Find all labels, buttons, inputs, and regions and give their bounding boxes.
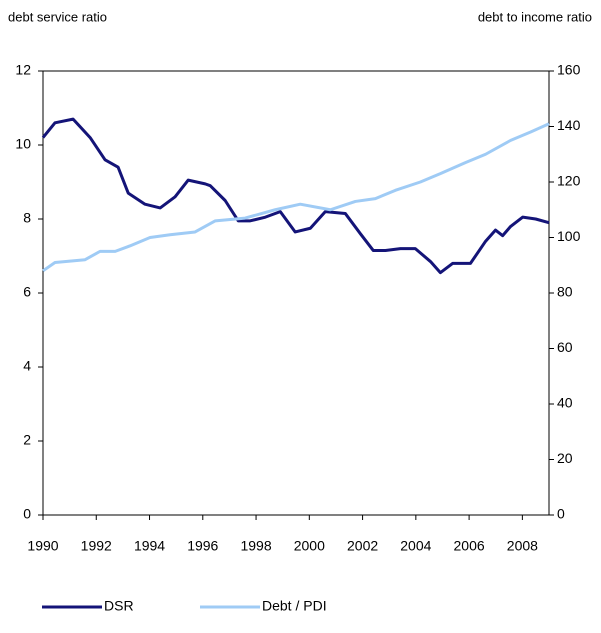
x-tick-label: 1992: [81, 538, 112, 554]
y2-tick-label: 100: [557, 228, 581, 244]
line-series: [42, 122, 550, 273]
y2-tick-label: 60: [557, 339, 573, 355]
y2-tick-label: 0: [557, 506, 565, 522]
x-tick-label: 2000: [294, 538, 325, 554]
x-tick-label: 1996: [187, 538, 218, 554]
y-tick-label: 6: [23, 284, 31, 300]
line-series: [41, 117, 550, 275]
y2-tick-label: 120: [557, 173, 581, 189]
x-tick-label: 2002: [347, 538, 378, 554]
y-tick-label: 0: [23, 506, 31, 522]
y2-tick-label: 40: [557, 395, 573, 411]
y-tick-label: 8: [23, 210, 31, 226]
y2-tick-label: 140: [557, 117, 581, 133]
y2-axis-title: debt to income ratio: [478, 9, 592, 24]
x-tick-label: 2004: [400, 538, 431, 554]
y-tick-label: 10: [15, 136, 31, 152]
y-tick-label: 2: [23, 432, 31, 448]
x-tick-label: 2008: [507, 538, 538, 554]
y-tick-label: 12: [15, 62, 31, 78]
y-tick-label: 4: [23, 358, 31, 374]
x-tick-label: 1998: [240, 538, 271, 554]
y2-tick-label: 160: [557, 62, 581, 78]
y2-tick-label: 20: [557, 450, 573, 466]
y2-tick-label: 80: [557, 284, 573, 300]
legend-label: Debt / PDI: [262, 598, 327, 614]
y-axis-title: debt service ratio: [8, 9, 107, 24]
x-tick-label: 1994: [134, 538, 165, 554]
x-tick-label: 2006: [454, 538, 485, 554]
plot-frame: [42, 70, 550, 516]
legend-label: DSR: [104, 598, 134, 614]
x-tick-label: 1990: [27, 538, 58, 554]
